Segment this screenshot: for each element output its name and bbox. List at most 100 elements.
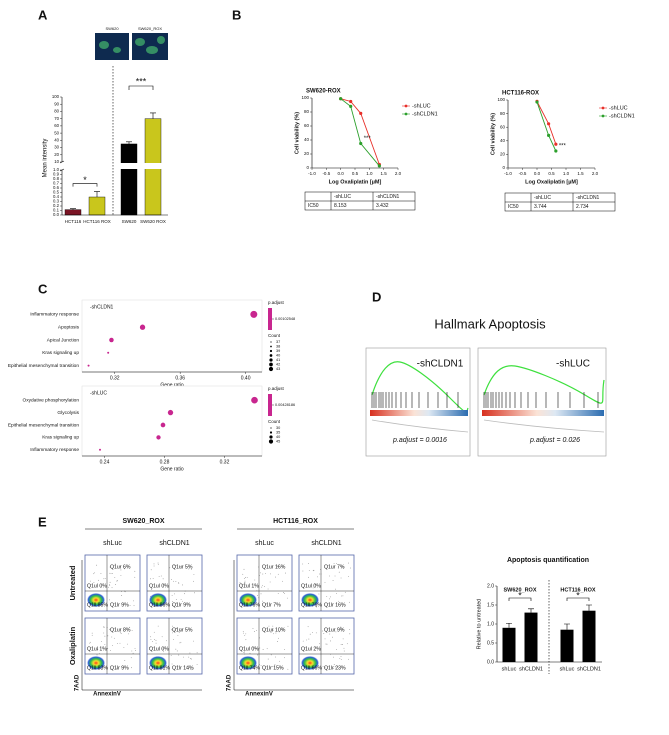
flow-event (312, 570, 314, 572)
flow-event (109, 566, 111, 568)
flow-event (336, 649, 337, 650)
gsea-plot (477, 347, 607, 457)
y-tick-label: 1.5 (487, 602, 494, 608)
size-tick-label: 43 (276, 367, 280, 371)
flow-event (121, 595, 123, 596)
flow-event (306, 639, 308, 641)
gsea-p-adjust: p.adjust = 0.026 (529, 437, 580, 444)
flow-event (312, 632, 314, 633)
x-axis-label: Gene ratio (160, 382, 184, 388)
flow-event (324, 638, 326, 640)
flow-event (103, 626, 104, 628)
legend-label: -shLUC (609, 105, 628, 111)
data-point (377, 164, 381, 168)
flow-event (114, 563, 116, 565)
legend-title: p.adjust (268, 386, 285, 391)
flow-event (325, 643, 327, 645)
flow-event (188, 602, 189, 604)
series-line (340, 98, 380, 167)
size-legend-dot (269, 435, 273, 439)
y-tick-label: 0.0 (53, 212, 60, 217)
flow-event (129, 626, 131, 628)
flow-event (338, 571, 340, 573)
flow-event (132, 652, 134, 654)
flow-event (332, 580, 334, 581)
flow-event (341, 595, 343, 597)
legend-title: Count (268, 333, 281, 338)
flow-event (257, 595, 258, 596)
flow-event (265, 573, 266, 574)
quadrant-label: Q1ul 2% (301, 646, 321, 652)
x-axis-label: Gene ratio (160, 466, 184, 472)
flow-event (134, 576, 136, 578)
flow-event (109, 649, 111, 651)
y-tick-label: 90 (54, 101, 59, 106)
gsea-label: -shCLDN1 (417, 359, 464, 370)
quadrant-label: Q1ul 0% (149, 583, 169, 589)
x-tick-label: 0.5 (352, 171, 359, 176)
flow-event (277, 593, 279, 594)
flow-event (348, 562, 349, 564)
flow-cloud (87, 656, 105, 670)
x-tick-label: 0.28 (160, 459, 170, 465)
y-axis-label: Relative to untreated (476, 599, 482, 650)
flow-event (175, 581, 177, 582)
y-tick-label: Epithelial mesenchymal transition (8, 422, 80, 428)
flow-event (168, 666, 169, 667)
x-tick-label: 1.0 (563, 171, 570, 176)
y-tick-label: 1.0 (487, 621, 494, 627)
flow-event (262, 600, 263, 602)
flow-event (272, 629, 274, 631)
flow-event (265, 604, 267, 605)
group-label: HCT116_ROX (560, 587, 595, 593)
flow-event (172, 605, 173, 606)
legend-title: Count (268, 419, 281, 424)
dot (87, 364, 90, 367)
flow-event (322, 630, 323, 632)
data-point (547, 122, 551, 126)
flow-event (126, 643, 128, 645)
flow-event (158, 575, 160, 577)
size-legend-dot (268, 366, 274, 372)
flow-event (109, 581, 111, 583)
y-tick-label: 70 (54, 116, 59, 121)
gsea-title: Hallmark Apoptosis (434, 316, 546, 331)
flow-event (262, 573, 264, 575)
flow-event (193, 640, 194, 642)
bar (88, 196, 106, 216)
y-tick-label: 60 (304, 123, 310, 128)
quadrant-label: Q1ll 66% (301, 665, 322, 671)
size-tick-label: 45 (276, 440, 280, 444)
x-tick-label: shCLDN1 (577, 666, 601, 672)
flow-event (259, 637, 260, 639)
y-tick-label: Apoptosis (58, 324, 80, 330)
y-tick-label: 100 (301, 95, 309, 100)
flow-event (315, 632, 317, 634)
flow-event (171, 600, 173, 602)
flow-event (340, 626, 342, 628)
flow-event (312, 587, 314, 589)
flow-event (178, 631, 180, 633)
y-tick-label: Apical Junction (47, 337, 80, 343)
chart-title: HCT116-ROX (502, 91, 539, 97)
bar (64, 209, 82, 216)
flow-event (155, 642, 157, 644)
significance: * (576, 590, 580, 600)
x-axis-label: Log Oxaliplatin [µM] (525, 179, 578, 185)
bar (524, 612, 538, 662)
flow-event (150, 636, 152, 638)
flow-event (252, 628, 254, 629)
flow-event (89, 642, 91, 644)
y-tick-label: 40 (500, 138, 506, 143)
flow-event (272, 666, 273, 667)
significance-bracket (72, 183, 98, 187)
flow-event (342, 638, 344, 640)
chart-title: -shLUC (90, 390, 107, 396)
x-tick-label: 0.0 (338, 171, 345, 176)
flow-event (268, 625, 270, 627)
flow-event (344, 591, 346, 593)
size-tick-label: 37 (276, 340, 280, 344)
row-label: Oxaliplatin (68, 626, 77, 665)
flow-event (196, 652, 198, 654)
flow-event (326, 643, 328, 645)
